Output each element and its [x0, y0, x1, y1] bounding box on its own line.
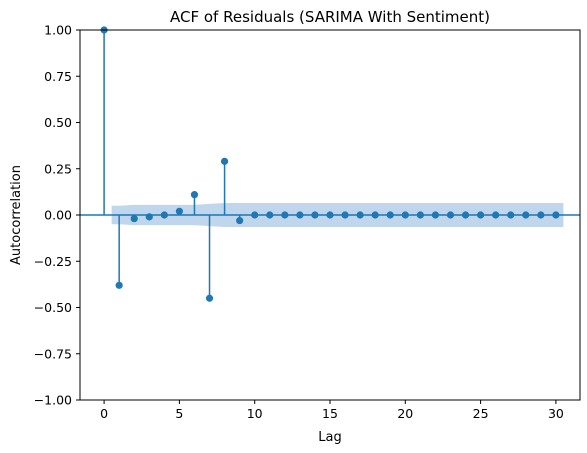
acf-point-lag-26	[492, 211, 500, 219]
acf-marker	[446, 211, 455, 219]
x-tick-label: 20	[397, 406, 413, 421]
acf-marker	[326, 211, 334, 219]
acf-marker	[461, 211, 470, 219]
acf-point-lag-21	[416, 211, 424, 219]
acf-point-lag-11	[266, 211, 274, 219]
y-tick-label: −0.50	[34, 300, 72, 315]
acf-marker	[220, 157, 229, 165]
acf-point-lag-29	[537, 211, 545, 219]
acf-point-lag-5	[175, 207, 183, 215]
y-tick-label: 0.25	[44, 161, 72, 176]
acf-marker	[401, 211, 409, 219]
stems-layer	[100, 26, 560, 302]
acf-marker	[205, 294, 214, 302]
acf-marker	[266, 211, 274, 219]
y-tick-label: 0.00	[44, 208, 72, 223]
acf-point-lag-14	[311, 211, 319, 219]
acf-point-lag-13	[296, 211, 304, 219]
acf-point-lag-12	[281, 211, 289, 219]
acf-marker	[537, 211, 545, 219]
acf-marker	[507, 211, 515, 219]
acf-point-lag-7	[205, 215, 214, 302]
acf-point-lag-24	[461, 211, 470, 219]
y-tick-label: −0.25	[34, 254, 72, 269]
acf-point-lag-4	[160, 211, 168, 219]
acf-point-lag-30	[552, 211, 560, 219]
acf-marker	[236, 216, 244, 225]
acf-marker	[371, 211, 379, 219]
y-tick-label: 1.00	[44, 23, 72, 38]
y-axis-label: Autocorrelation	[9, 165, 24, 265]
acf-point-lag-27	[507, 211, 515, 219]
acf-marker	[145, 213, 153, 221]
acf-marker	[311, 211, 319, 219]
acf-marker	[356, 211, 364, 219]
acf-point-lag-9	[236, 215, 244, 225]
ticks-layer: 0 5 10 15 20 25 30 1.00 0.75 0.50 0.25 0.00 −0.25 −0.…	[34, 23, 564, 422]
acf-marker	[431, 211, 440, 219]
acf-point-lag-28	[522, 211, 530, 219]
chart-title: ACF of Residuals (SARIMA With Sentiment)	[170, 8, 490, 26]
acf-marker	[477, 211, 485, 219]
acf-marker	[175, 207, 183, 215]
acf-marker	[552, 211, 560, 219]
x-tick-label: 15	[322, 406, 338, 421]
x-tick-label: 30	[548, 406, 564, 421]
y-tick-label: 0.75	[44, 69, 72, 84]
acf-marker	[386, 211, 394, 219]
y-tick-label: 0.50	[44, 115, 72, 130]
acf-marker	[522, 211, 530, 219]
x-tick-label: 10	[247, 406, 263, 421]
acf-point-lag-10	[251, 211, 259, 219]
acf-point-lag-17	[356, 211, 364, 219]
acf-marker	[251, 211, 259, 219]
acf-marker	[492, 211, 500, 219]
acf-point-lag-18	[371, 211, 379, 219]
x-axis-label: Lag	[318, 430, 341, 445]
acf-marker	[160, 211, 168, 219]
acf-marker	[281, 211, 289, 219]
y-tick-label: −0.75	[34, 346, 72, 361]
acf-point-lag-6	[190, 191, 199, 215]
acf-point-lag-3	[145, 213, 153, 221]
acf-point-lag-2	[130, 215, 138, 223]
acf-point-lag-16	[341, 211, 349, 219]
acf-point-lag-19	[386, 211, 394, 219]
acf-marker	[115, 281, 123, 289]
x-tick-label: 25	[473, 406, 489, 421]
acf-point-lag-22	[431, 211, 440, 219]
acf-marker	[190, 191, 199, 199]
x-tick-label: 0	[100, 406, 108, 421]
acf-marker	[296, 211, 304, 219]
acf-point-lag-20	[401, 211, 409, 219]
acf-marker	[341, 211, 349, 219]
x-tick-label: 5	[175, 406, 183, 421]
acf-point-lag-25	[477, 211, 485, 219]
acf-point-lag-0	[100, 26, 108, 215]
acf-point-lag-15	[326, 211, 334, 219]
y-tick-label: −1.00	[34, 393, 72, 408]
acf-point-lag-23	[446, 211, 455, 219]
acf-point-lag-1	[115, 215, 123, 289]
acf-point-lag-8	[220, 157, 229, 215]
acf-marker	[130, 215, 138, 223]
acf-marker	[416, 211, 424, 219]
